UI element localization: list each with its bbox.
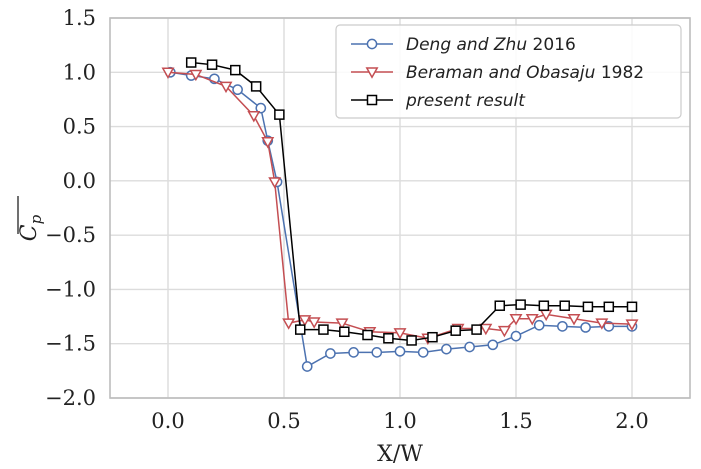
y-tick-label: −1.0 — [45, 277, 96, 301]
legend-label-italic: present result — [405, 91, 526, 111]
series-0-point — [232, 84, 243, 96]
x-tick-label: 1.5 — [499, 409, 532, 433]
series-layer — [161, 57, 639, 372]
legend-item-0: Deng and Zhu 2016 — [351, 35, 576, 55]
series-0-point — [464, 341, 475, 353]
y-axis-label: Cp — [17, 196, 45, 241]
y-tick-label: −0.5 — [45, 223, 96, 247]
series-1-point — [509, 313, 523, 326]
series-0-point — [417, 347, 429, 358]
legend-label: present result — [405, 91, 526, 111]
series-1-point — [268, 177, 282, 189]
series-1 — [161, 67, 639, 346]
series-2-point — [471, 324, 482, 335]
series-0-point — [487, 339, 499, 351]
legend-label-plain: 2016 — [527, 35, 576, 55]
svg-text:Cp: Cp — [17, 214, 45, 241]
series-2-point — [603, 301, 615, 313]
y-tick-label: 0.0 — [63, 169, 96, 193]
y-tick-label: 1.5 — [63, 6, 96, 30]
x-tick-label: 0.0 — [151, 409, 184, 433]
series-1-point — [282, 318, 296, 330]
series-0-point — [325, 348, 336, 359]
legend-item-2: present result — [351, 91, 526, 111]
legend: Deng and Zhu 2016 Beraman and Obasaju 198… — [335, 24, 682, 119]
x-tick-label: 0.5 — [267, 409, 300, 433]
series-1-point — [307, 317, 321, 329]
x-tick-label: 2.0 — [615, 409, 648, 433]
series-0-point — [557, 320, 568, 332]
legend-label: Beraman and Obasaju 1982 — [406, 63, 644, 83]
series-0-point — [441, 343, 452, 355]
legend-label-italic: Beraman and Obasaju — [406, 63, 596, 83]
tick-layer: 0.0 0.5 1.0 1.5 2.0 1.5 1.0 0.5 0.0 −0.5 −1.0 −1.5 −… — [45, 6, 649, 433]
series-2-point — [362, 329, 373, 341]
series-0-point — [301, 361, 313, 372]
legend-marker — [366, 38, 378, 50]
series-2-point — [494, 300, 506, 311]
series-2-point — [538, 300, 550, 311]
x-tick-label: 1.0 — [383, 409, 416, 433]
series-2-point — [185, 57, 197, 68]
series-1-point — [479, 323, 493, 336]
series-2-point — [339, 326, 350, 338]
series-1-point — [497, 325, 511, 338]
series-1-point — [298, 315, 312, 327]
series-2-point — [294, 324, 306, 335]
series-1-point — [161, 67, 175, 80]
series-1-point — [625, 319, 639, 331]
y-tick-label: 0.5 — [63, 115, 96, 139]
series-2-point — [250, 81, 262, 92]
series-0-point — [394, 345, 406, 357]
series-2-point — [406, 335, 417, 346]
series-0-line — [170, 71, 632, 368]
y-axis-label-subscript: p — [27, 214, 45, 224]
series-0-point — [580, 322, 591, 333]
series-1-point — [219, 81, 233, 94]
series-1-point — [595, 318, 609, 330]
series-0-point — [371, 347, 383, 358]
y-tick-label: −2.0 — [45, 386, 96, 410]
legend-marker — [365, 67, 379, 79]
series-2-point — [230, 64, 241, 76]
y-axis-label-base: C — [17, 224, 42, 241]
series-1-point — [567, 313, 581, 326]
series-1-point — [393, 328, 407, 340]
plot-frame — [109, 17, 691, 399]
y-tick-label: 1.0 — [63, 60, 96, 84]
series-1-point — [335, 318, 349, 330]
legend-label-italic: Deng and Zhu — [406, 35, 527, 55]
series-1-line — [167, 71, 633, 340]
legend-label-plain: 1982 — [595, 63, 644, 83]
y-tick-label: −1.5 — [45, 332, 96, 356]
series-2-point — [427, 331, 438, 343]
series-2-point — [582, 301, 594, 313]
series-2-point — [318, 324, 329, 335]
series-0-point — [510, 330, 522, 342]
series-1-point — [189, 69, 203, 82]
series-0-point — [255, 102, 267, 114]
series-0-point — [533, 319, 545, 331]
series-2-point — [383, 333, 394, 344]
series-1-point — [247, 110, 261, 123]
series-1-point — [525, 313, 539, 326]
series-2 — [185, 57, 638, 346]
series-2-point — [559, 300, 570, 311]
legend-label: Deng and Zhu 2016 — [406, 35, 576, 55]
series-2-point — [626, 301, 638, 313]
series-2-point — [450, 325, 461, 336]
legend-box — [335, 24, 682, 119]
series-0 — [164, 66, 638, 372]
series-1-point — [261, 137, 275, 149]
series-2-point — [515, 299, 526, 310]
series-0-point — [348, 347, 359, 358]
x-axis-label: X/W — [377, 442, 423, 467]
series-2-point — [206, 59, 218, 70]
legend-marker — [366, 94, 378, 106]
legend-item-1: Beraman and Obasaju 1982 — [351, 63, 644, 83]
series-2-point — [274, 109, 285, 120]
